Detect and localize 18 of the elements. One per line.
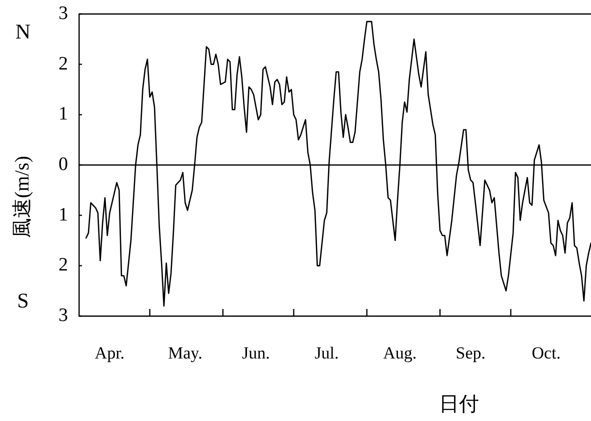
x-tick-label: Apr. [94, 344, 125, 363]
y-tick-label: 3 [58, 2, 68, 24]
x-axis-title: 日付 [439, 393, 479, 416]
x-tick-label: Oct. [532, 344, 561, 363]
y-tick-label: 1 [58, 104, 68, 125]
y-tick-label: 3 [58, 304, 68, 326]
x-tick-label: Jun. [242, 344, 270, 363]
y-tick-label: 2 [58, 254, 68, 276]
x-tick-label: Jul. [314, 344, 339, 363]
y-axis-title: 風速(m/s) [11, 156, 34, 238]
y-tick-label: 0 [58, 154, 68, 175]
y-tick-label: 1 [58, 204, 68, 226]
text: S [17, 288, 29, 313]
x-tick-label: Aug. [383, 344, 417, 363]
x-tick-label: May. [168, 344, 202, 363]
y-tick-label: 2 [58, 53, 68, 74]
text: N [15, 20, 31, 44]
x-tick-label: Sep. [456, 344, 486, 363]
